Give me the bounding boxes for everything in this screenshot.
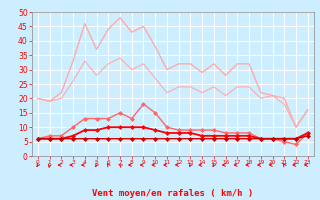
Text: Vent moyen/en rafales ( km/h ): Vent moyen/en rafales ( km/h ) bbox=[92, 189, 253, 198]
